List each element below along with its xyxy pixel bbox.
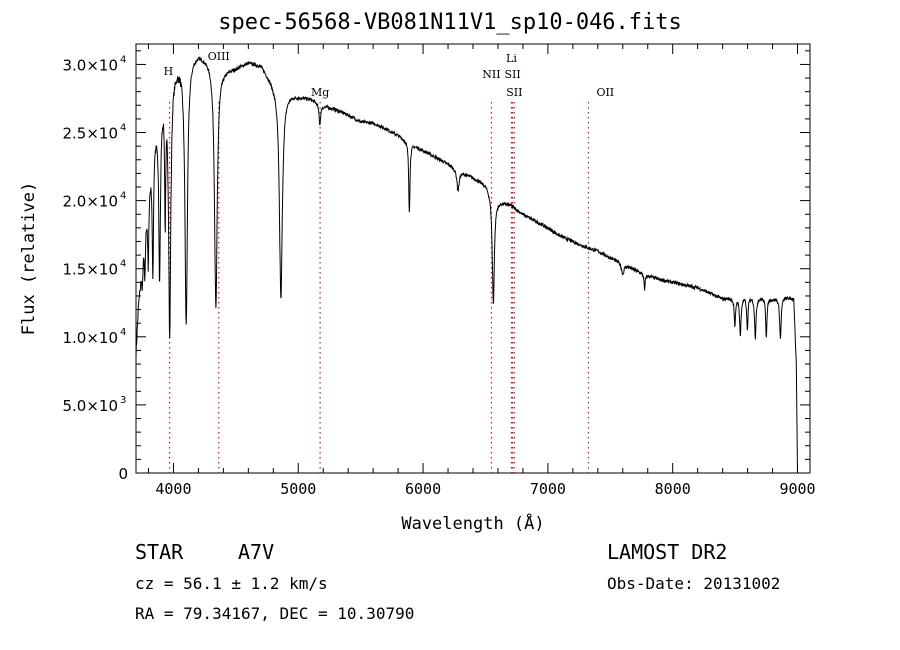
line-marker-label: SII	[504, 68, 520, 81]
y-tick-exponent: 3	[120, 395, 126, 406]
y-tick-exponent: 4	[120, 54, 126, 65]
y-tick-label: 2.0×10	[62, 193, 118, 211]
x-tick-label: 9000	[779, 480, 815, 498]
plot-frame	[135, 43, 811, 474]
x-tick-label: 4000	[155, 480, 191, 498]
line-marker-label: NII	[482, 68, 500, 81]
y-tick-exponent: 4	[120, 259, 126, 270]
x-tick-label: 5000	[280, 480, 316, 498]
y-tick-label: 1.0×10	[62, 329, 118, 347]
x-tick-label: 8000	[655, 480, 691, 498]
y-tick-label: 1.5×10	[62, 261, 118, 279]
x-tick-label: 6000	[405, 480, 441, 498]
y-tick-label: 0	[118, 465, 128, 483]
line-marker-label: SII	[506, 86, 522, 99]
plot-axes	[135, 43, 811, 474]
line-marker-label: OIII	[208, 50, 230, 63]
line-marker-label: Mg	[311, 86, 329, 99]
y-tick-label: 3.0×10	[62, 56, 118, 74]
y-axis-label: Flux (relative)	[19, 182, 39, 336]
object-class-label: STAR	[135, 540, 184, 564]
axis-ticks	[136, 44, 810, 474]
redshift-label: cz = 56.1 ± 1.2 km/s	[135, 574, 328, 593]
line-marker-label: Li	[506, 52, 517, 65]
y-tick-exponent: 4	[120, 191, 126, 202]
spectral-line-markers: H OIII Mg NII Li SII SII OII	[164, 50, 614, 473]
coordinates-label: RA = 79.34167, DEC = 10.30790	[135, 604, 415, 623]
y-tick-exponent: 4	[120, 123, 126, 134]
x-tick-label: 7000	[530, 480, 566, 498]
y-tick-label: 5.0×10	[62, 397, 118, 415]
observation-date-label: Obs-Date: 20131002	[607, 574, 781, 593]
survey-label: LAMOST DR2	[607, 540, 728, 564]
y-tick-exponent: 4	[120, 327, 126, 338]
spectral-type-label: A7V	[238, 540, 275, 564]
spectrum-line	[135, 55, 798, 474]
line-marker-label: OII	[596, 86, 614, 99]
y-tick-label: 2.5×10	[62, 125, 118, 143]
line-marker-label: H	[164, 65, 174, 78]
spectrum-series	[135, 55, 798, 474]
chart-title: spec-56568-VB081N11V1_sp10-046.fits	[218, 10, 682, 35]
x-axis-label: Wavelength (Å)	[401, 512, 544, 534]
